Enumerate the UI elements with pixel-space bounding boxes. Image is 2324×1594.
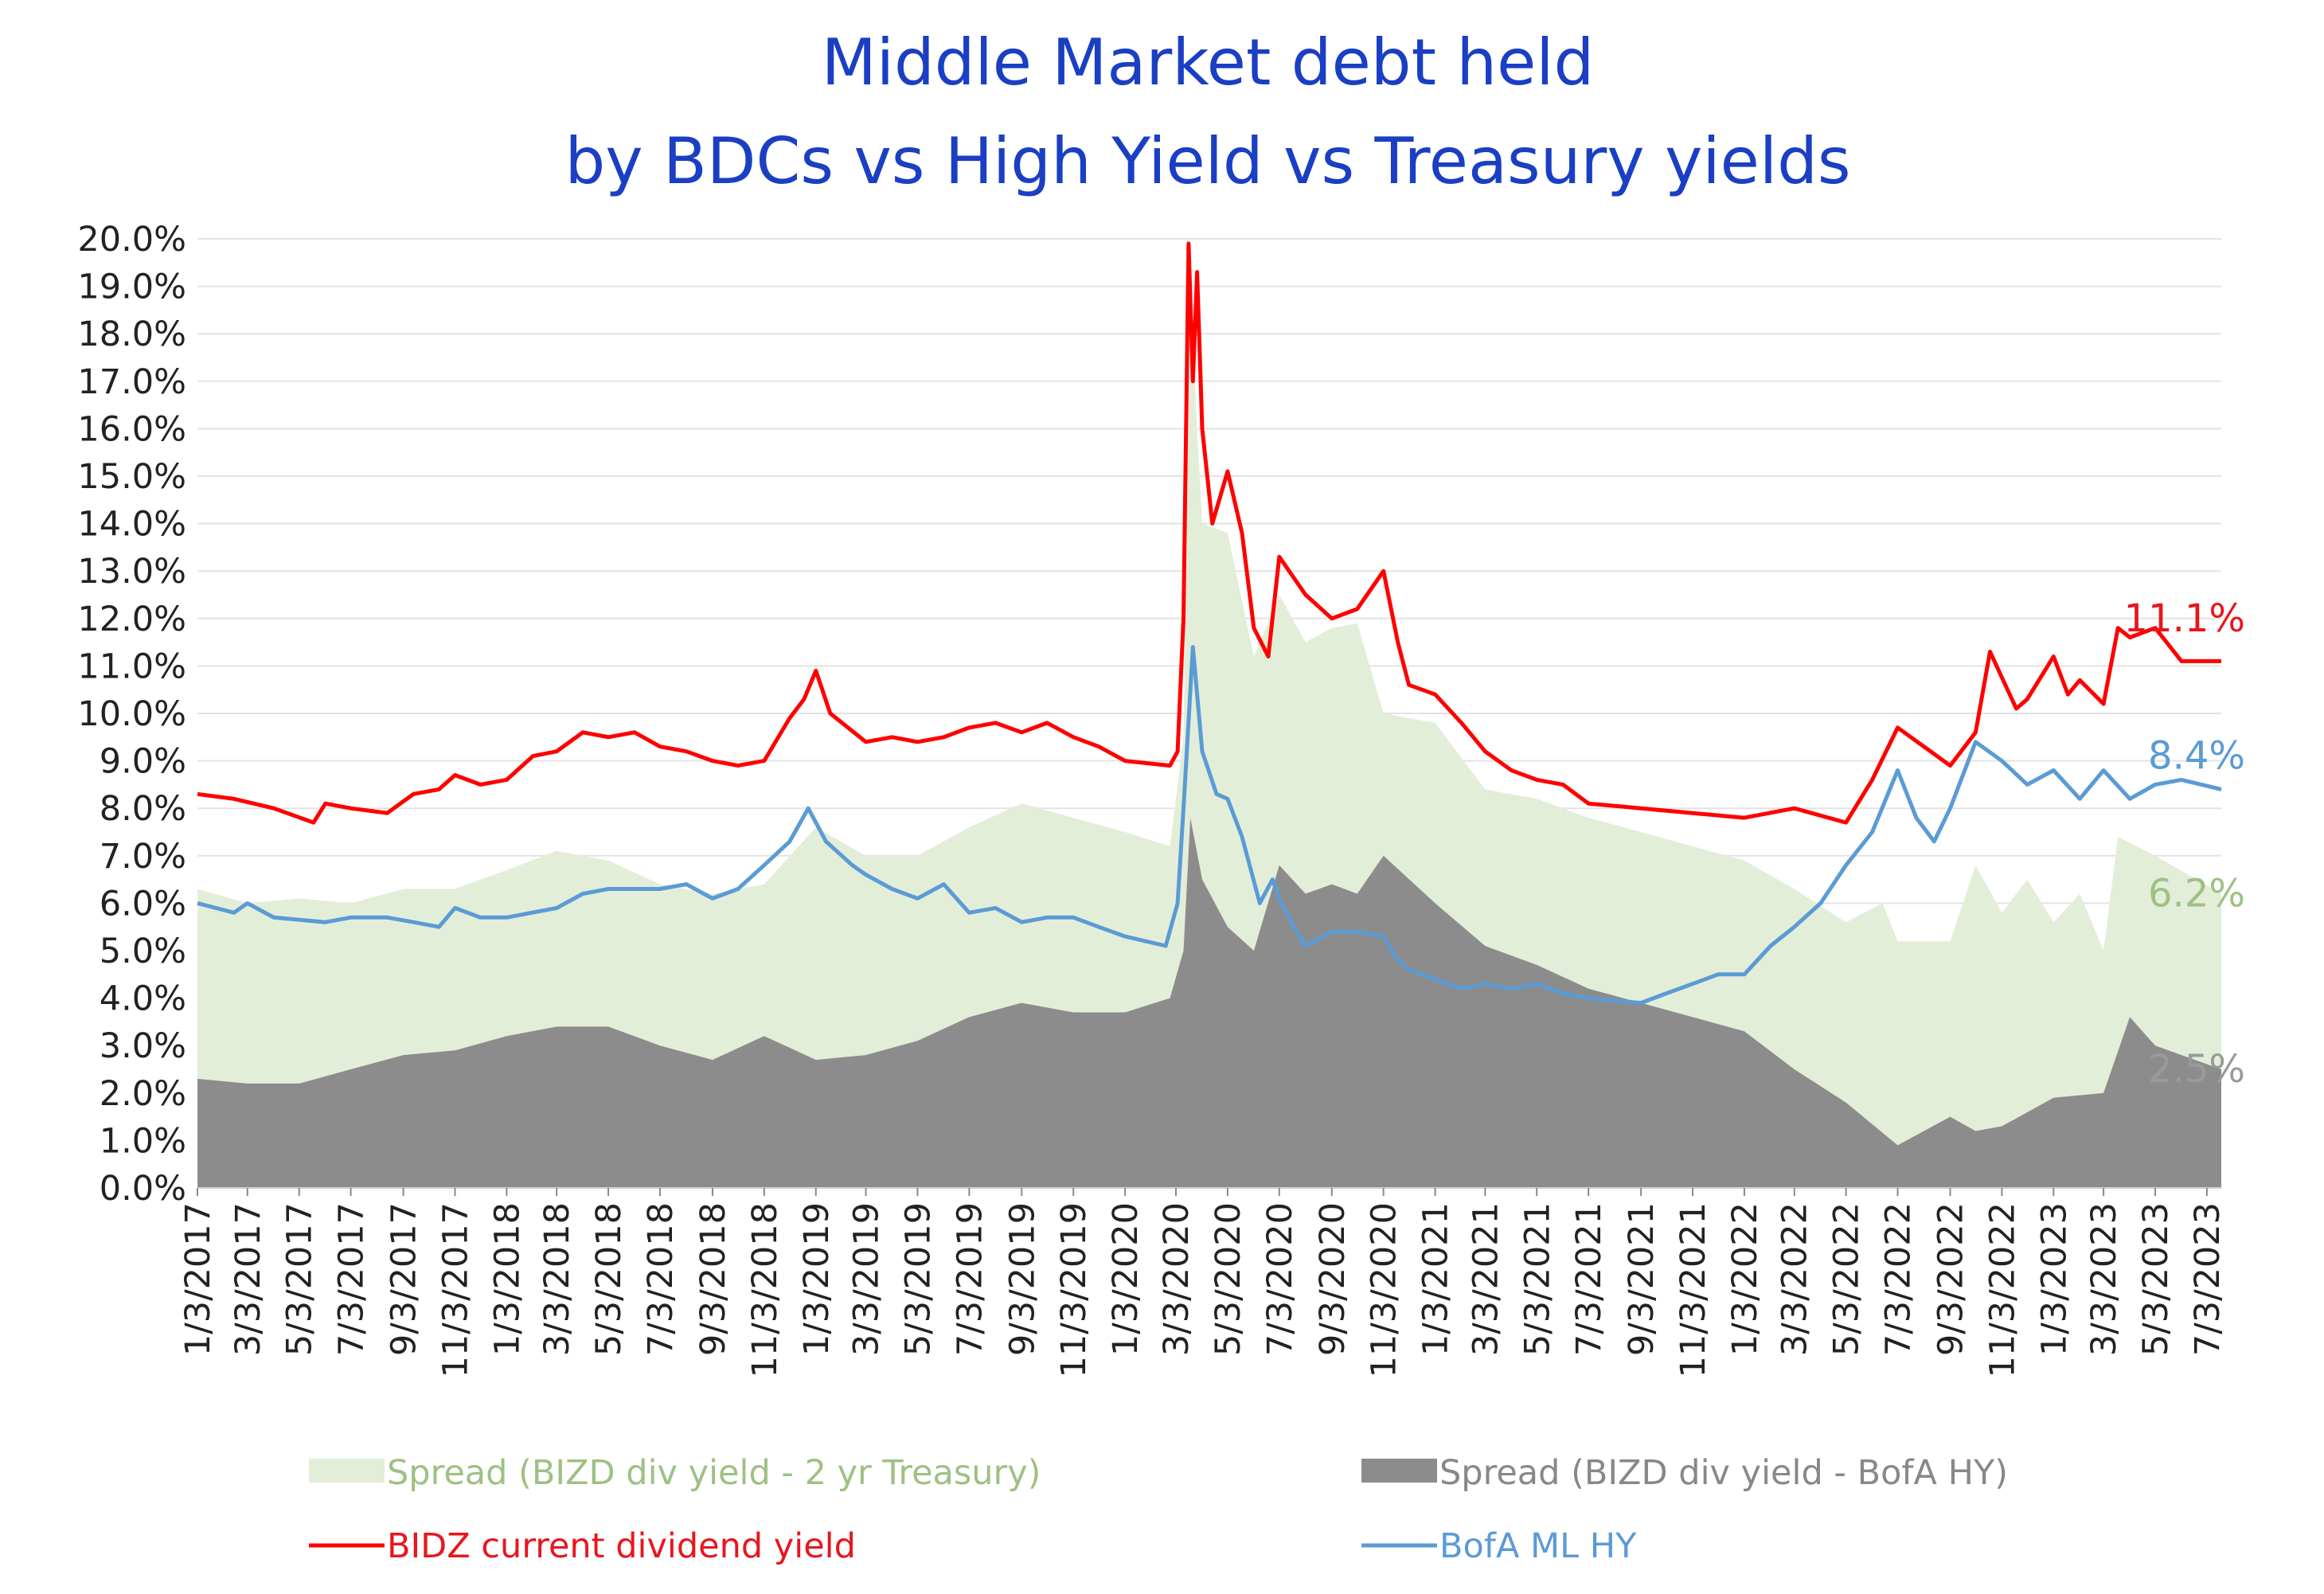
x-tick-label: 1/3/2021 [1416, 1202, 1456, 1356]
x-tick-label: 3/3/2019 [847, 1202, 887, 1356]
x-tick-label: 9/3/2019 [1002, 1202, 1042, 1356]
y-tick-label: 3.0% [100, 1026, 186, 1066]
y-tick-label: 14.0% [77, 505, 186, 545]
x-tick-label: 1/3/2019 [797, 1202, 837, 1356]
x-tick-label: 5/3/2018 [589, 1202, 629, 1356]
legend-swatch-spread-bizd-div-yield-2-yr-treasury [309, 1459, 385, 1483]
x-tick-label: 5/3/2017 [280, 1202, 320, 1356]
x-tick-label: 3/3/2018 [537, 1202, 577, 1356]
y-tick-label: 15.0% [77, 457, 186, 497]
end-label-spread-bizd-div-yield-2-yr-treasury: 6.2% [2148, 871, 2245, 916]
y-tick-label: 19.0% [77, 268, 186, 307]
x-tick-label: 1/3/2022 [1725, 1202, 1765, 1356]
y-tick-label: 11.0% [77, 647, 186, 686]
y-tick-label: 4.0% [100, 979, 186, 1019]
x-tick-label: 7/3/2021 [1569, 1202, 1609, 1356]
y-tick-label: 12.0% [77, 600, 186, 639]
x-tick-label: 7/3/2018 [641, 1202, 681, 1356]
x-tick-label: 11/3/2017 [436, 1202, 476, 1377]
x-tick-label: 1/3/2023 [2034, 1202, 2074, 1356]
x-tick-label: 5/3/2020 [1209, 1202, 1248, 1356]
area-spread-bizd-div-yield-bofa-hy [197, 818, 2221, 1188]
x-tick-label: 7/3/2022 [1879, 1202, 1919, 1356]
x-tick-label: 11/3/2019 [1054, 1202, 1094, 1377]
chart-title-line-2: by BDCs vs High Yield vs Treasury yields [564, 124, 1850, 198]
y-tick-label: 18.0% [77, 315, 186, 354]
x-tick-label: 3/3/2023 [2084, 1202, 2124, 1356]
line-bofa-ml-hy [197, 645, 2222, 1006]
x-tick-label: 9/3/2018 [693, 1202, 733, 1356]
area-series [197, 291, 2221, 1189]
x-tick-label: 11/3/2022 [1982, 1202, 2022, 1377]
legend-label-bofa-ml-hy: BofA ML HY [1439, 1526, 1637, 1566]
x-tick-label: 7/3/2019 [950, 1202, 990, 1356]
x-tick-label: 3/3/2017 [228, 1202, 268, 1356]
x-tick-label: 5/3/2021 [1517, 1202, 1557, 1356]
y-tick-label: 9.0% [100, 742, 186, 782]
legend-label-bidz-current-dividend-yield: BIDZ current dividend yield [387, 1526, 856, 1566]
legend-swatch-spread-bizd-div-yield-bofa-hy [1361, 1459, 1437, 1483]
line-bidz-current-dividend-yield [197, 241, 2221, 825]
x-tick-label: 11/3/2020 [1365, 1202, 1404, 1377]
y-tick-label: 20.0% [77, 220, 186, 260]
x-tick-label: 1/3/2020 [1106, 1202, 1146, 1356]
x-tick-label: 11/3/2018 [745, 1202, 785, 1377]
y-tick-label: 0.0% [100, 1169, 186, 1209]
x-tick-label: 9/3/2022 [1931, 1202, 1971, 1356]
x-tick-label: 5/3/2019 [898, 1202, 938, 1356]
end-labels: 6.2% 2.5% 11.1% 8.4% [2124, 596, 2245, 1092]
y-tick-label: 2.0% [100, 1074, 186, 1114]
legend-label-spread-bizd-div-yield-bofa-hy: Spread (BIZD div yield - BofA HY) [1439, 1453, 2008, 1493]
chart-title-line-1: Middle Market debt held [822, 25, 1595, 100]
line-series [197, 241, 2222, 1006]
end-label-spread-bizd-div-yield-bofa-hy: 2.5% [2148, 1047, 2245, 1092]
y-tick-label: 5.0% [100, 932, 186, 971]
x-axis-tick-labels: 1/3/2017 3/3/2017 5/3/2017 7/3/2017 9/3/2017… [178, 1202, 2228, 1377]
y-tick-label: 10.0% [77, 694, 186, 734]
legend-label-spread-bizd-div-yield-2-yr-treasury: Spread (BIZD div yield - 2 yr Treasury) [387, 1453, 1041, 1493]
x-tick-label: 7/3/2023 [2188, 1202, 2228, 1356]
axes [197, 1187, 2221, 1196]
x-tick-label: 7/3/2017 [332, 1202, 372, 1356]
legend: Spread (BIZD div yield - 2 yr Treasury) S… [309, 1453, 2008, 1566]
x-tick-label: 1/3/2018 [487, 1202, 527, 1356]
x-tick-label: 3/3/2020 [1157, 1202, 1197, 1356]
x-tick-label: 7/3/2020 [1260, 1202, 1300, 1356]
y-tick-label: 8.0% [100, 789, 186, 829]
x-tick-label: 1/3/2017 [178, 1202, 218, 1356]
y-tick-label: 16.0% [77, 409, 186, 449]
y-tick-label: 6.0% [100, 884, 186, 924]
x-tick-label: 3/3/2022 [1775, 1202, 1815, 1356]
end-label-bofa-ml-hy: 8.4% [2148, 734, 2245, 779]
x-tick-label: 5/3/2022 [1827, 1202, 1867, 1356]
y-tick-label: 17.0% [77, 362, 186, 402]
y-tick-label: 7.0% [100, 837, 186, 877]
x-tick-label: 9/3/2017 [385, 1202, 424, 1356]
x-tick-label: 9/3/2020 [1313, 1202, 1353, 1356]
x-tick-label: 11/3/2021 [1674, 1202, 1713, 1377]
y-tick-label: 13.0% [77, 552, 186, 592]
x-tick-label: 5/3/2023 [2136, 1202, 2176, 1356]
end-label-bidz-current-dividend-yield: 11.1% [2124, 596, 2245, 641]
area-spread-bizd-div-yield-2-yr-treasury [197, 291, 2221, 1189]
y-tick-label: 1.0% [100, 1121, 186, 1161]
x-tick-label: 3/3/2021 [1466, 1202, 1506, 1356]
y-axis-tick-labels: 0.0% 1.0% 2.0% 3.0% 4.0% 5.0% 6.0% 7.0% 8.0% 9.0%… [77, 220, 186, 1209]
x-tick-label: 9/3/2021 [1622, 1202, 1662, 1356]
